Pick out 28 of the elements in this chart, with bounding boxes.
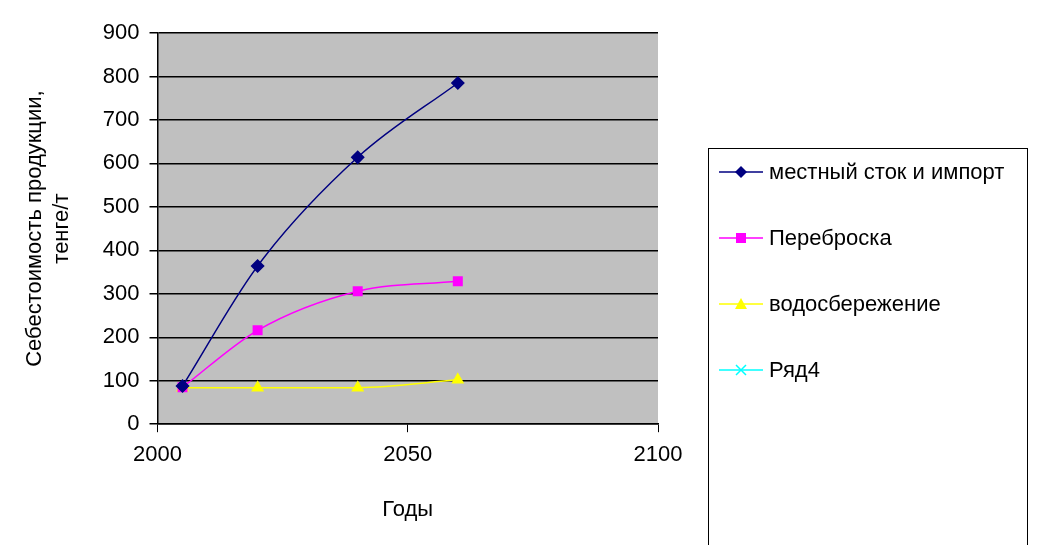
point	[251, 380, 264, 392]
y-tick-label: 600	[102, 149, 140, 175]
y-tick-label: 700	[102, 106, 140, 131]
point	[451, 373, 464, 384]
legend-label: Ряд4	[769, 356, 820, 384]
y-tick-label: 300	[102, 279, 140, 305]
x-axis-title: Годы	[382, 495, 434, 521]
y-tick-label: 900	[102, 19, 140, 45]
point	[351, 380, 364, 392]
y-axis-title: Себестоимость продукции, тенге/т	[21, 90, 73, 367]
legend-label: местный сток и импорт	[769, 158, 1005, 186]
y-tick-label: 100	[102, 366, 140, 392]
legend-label: водосбережение	[769, 290, 941, 318]
x-tick-label: 2000	[133, 441, 182, 467]
legend-label: Переброска	[769, 224, 892, 252]
y-tick-label: 400	[102, 236, 140, 262]
y-tick-label: 200	[102, 323, 140, 349]
point	[352, 286, 363, 297]
y-tick-label: 800	[102, 62, 140, 88]
y-tick-label: 0	[127, 410, 140, 436]
point	[252, 325, 263, 336]
point	[451, 76, 465, 90]
y-tick-label: 500	[102, 192, 140, 218]
point	[250, 259, 265, 273]
x-tick-label: 2050	[383, 441, 433, 467]
point	[350, 150, 365, 165]
point	[452, 276, 463, 287]
x-tick-label: 2100	[633, 441, 683, 467]
